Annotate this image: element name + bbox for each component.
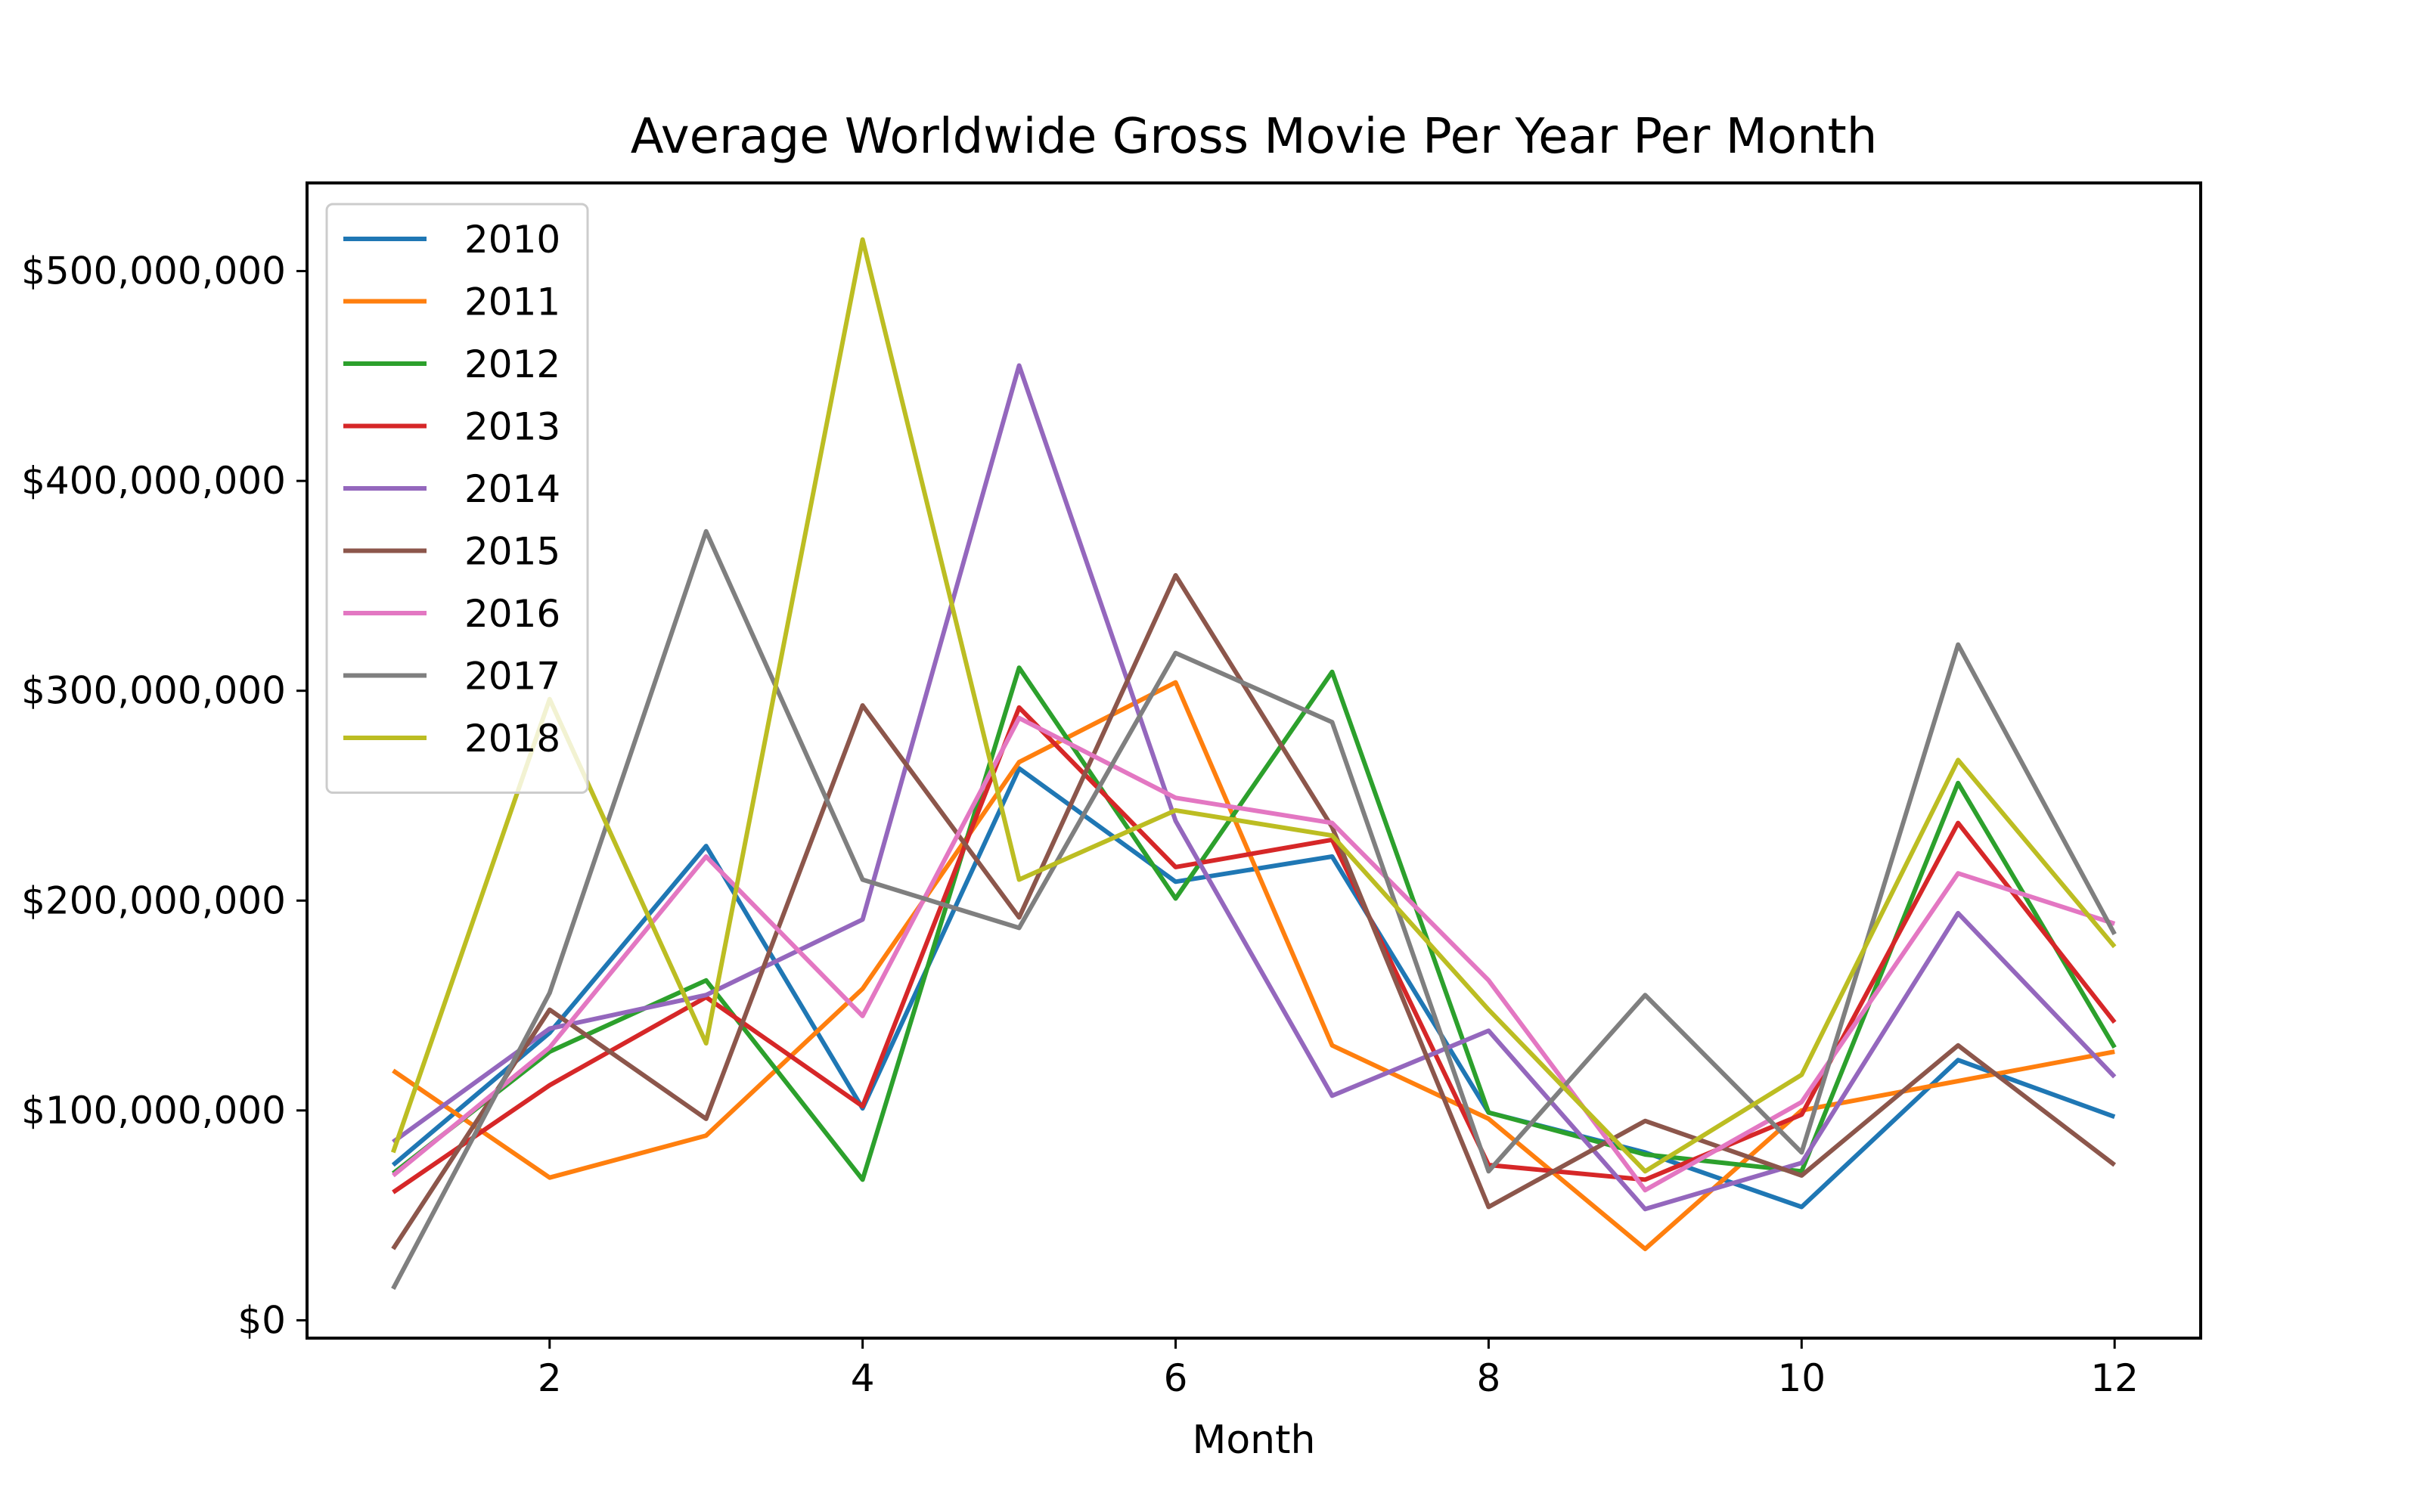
x-axis-label: Month: [1193, 1418, 1316, 1463]
series-line-2017: [391, 528, 2117, 1290]
x-tick-label: 2: [538, 1356, 562, 1400]
x-tick-label: 4: [851, 1356, 875, 1400]
x-axis: 2 4 6 8 10 12: [538, 1338, 2139, 1400]
x-tick-label: 12: [2090, 1356, 2139, 1400]
y-tick-label: $400,000,000: [21, 459, 286, 503]
legend-label-2017: 2017: [464, 655, 560, 699]
y-tick-label: $200,000,000: [21, 878, 286, 922]
x-tick-label: 8: [1477, 1356, 1501, 1400]
y-tick-label: $0: [237, 1298, 286, 1342]
y-axis: $0 $100,000,000 $200,000,000 $300,000,000 $4…: [21, 249, 307, 1342]
plot-frame: [306, 181, 2202, 1340]
x-tick-label: 10: [1777, 1356, 1826, 1400]
x-tick-label: 6: [1164, 1356, 1188, 1400]
legend-label-2014: 2014: [464, 467, 560, 511]
legend-label-2015: 2015: [464, 530, 560, 574]
series-line-2015: [391, 573, 2117, 1250]
legend: 2010 2011 2012 2013 2014 2015 2016 2017 2018: [325, 203, 589, 794]
y-tick-label: $100,000,000: [21, 1089, 286, 1132]
plot-area: [390, 237, 2117, 1290]
legend-box: [325, 203, 589, 794]
legend-label-2018: 2018: [464, 717, 560, 761]
series-line-2014: [392, 363, 2117, 1212]
series-line-2018: [390, 237, 2117, 1174]
legend-label-2011: 2011: [464, 280, 560, 324]
legend-label-2012: 2012: [464, 342, 560, 386]
legend-label-2013: 2013: [464, 405, 560, 449]
chart-title: Average Worldwide Gross Movie Per Year P…: [631, 109, 1878, 165]
y-tick-label: $500,000,000: [21, 249, 286, 293]
legend-label-2010: 2010: [464, 218, 560, 262]
series-line-2012: [391, 665, 2117, 1182]
y-tick-label: $300,000,000: [21, 669, 286, 713]
legend-label-2016: 2016: [464, 592, 560, 636]
